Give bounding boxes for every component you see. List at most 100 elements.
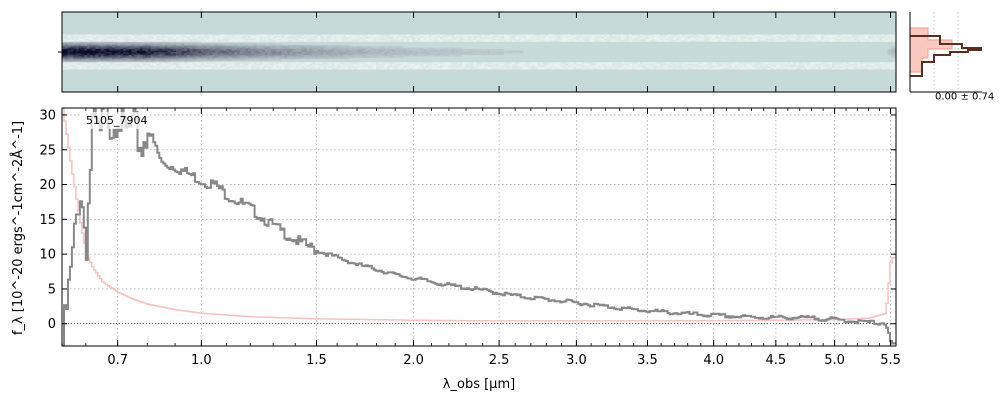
spectrum-2d-cell xyxy=(237,33,241,35)
spectrum-2d-cell xyxy=(317,34,321,37)
spectrum-2d-cell xyxy=(529,40,533,43)
spectrum-2d-cell xyxy=(81,60,85,63)
spectrum-2d-cell xyxy=(212,69,216,72)
spectrum-2d-cell xyxy=(479,47,483,50)
spectrum-2d-cell xyxy=(473,57,477,60)
spectrum-2d-cell xyxy=(515,47,519,50)
spectrum-2d-cell xyxy=(401,62,405,64)
spectrum-2d-cell xyxy=(409,65,413,67)
spectrum-2d-cell xyxy=(540,65,544,67)
spectrum-2d-cell xyxy=(117,68,121,70)
spectrum-2d-cell xyxy=(584,65,588,67)
spectrum-2d-cell xyxy=(256,34,260,37)
spectrum-2d-cell xyxy=(556,34,561,37)
spectrum-2d-cell xyxy=(245,44,249,47)
spectrum-2d-cell xyxy=(273,60,277,63)
spectrum-2d-cell xyxy=(467,49,472,51)
spectrum-2d-cell xyxy=(378,43,383,45)
spectrum-2d-cell xyxy=(551,52,555,54)
spectrum-2d-cell xyxy=(570,59,574,62)
spectrum-2d-cell xyxy=(348,50,352,53)
spectrum-2d-cell xyxy=(267,33,271,35)
spectrum-2d-cell xyxy=(303,43,308,45)
spectrum-2d-cell xyxy=(142,59,146,62)
spectrum-2d-cell xyxy=(145,53,149,56)
spectrum-2d-cell xyxy=(125,59,130,62)
spectrum-2d-cell xyxy=(501,52,505,54)
spectrum-2d-cell xyxy=(167,44,171,47)
spectrum-2d-cell xyxy=(312,63,316,66)
spectrum-2d-cell xyxy=(150,44,155,47)
spectrum-2d-cell xyxy=(142,69,146,72)
spectrum-2d-cell xyxy=(562,68,566,70)
spectrum-2d-cell xyxy=(95,60,99,63)
spectrum-2d-cell xyxy=(395,52,399,54)
spectrum-2d-cell xyxy=(137,69,141,72)
spectrum-2d-cell xyxy=(554,46,558,48)
spectrum-2d-cell xyxy=(328,46,333,48)
spectrum-2d-cell xyxy=(384,52,388,54)
spectrum-2d-cell xyxy=(328,35,333,38)
spectrum-2d-cell xyxy=(448,59,452,62)
spectrum-2d-cell xyxy=(590,56,594,59)
spectrum-2d-cell xyxy=(567,50,572,53)
spectrum-2d-cell xyxy=(576,38,580,41)
spectrum-2d-cell xyxy=(487,46,491,48)
spectrum-2d-cell xyxy=(237,63,241,66)
spectrum-2d-cell xyxy=(214,69,219,72)
spectrum-2d-cell xyxy=(320,60,324,63)
spectrum-2d-cell xyxy=(267,46,271,48)
spectrum-2d-cell xyxy=(195,57,199,60)
spectrum-2d-cell xyxy=(170,43,174,45)
spectrum-2d-cell xyxy=(551,33,555,35)
spectrum-2d-cell xyxy=(170,59,174,62)
spectrum-2d-cell xyxy=(303,52,308,54)
spectrum-2d-cell xyxy=(398,63,402,66)
spectrum-2d-cell xyxy=(170,37,174,40)
spectrum-2d-cell xyxy=(504,52,508,54)
spectrum-2d-cell xyxy=(434,47,438,50)
spectrum-2d-cell xyxy=(125,37,130,40)
spectrum-2d-cell xyxy=(384,40,388,43)
spectrum-2d-cell xyxy=(239,33,244,35)
spectrum-2d-cell xyxy=(590,44,594,47)
spectrum-2d-cell xyxy=(231,68,235,70)
spectrum-2d-cell xyxy=(431,52,435,54)
spectrum-2d-cell xyxy=(345,49,349,51)
spectrum-2d-cell xyxy=(314,54,319,57)
spectrum-2d-cell xyxy=(281,46,285,48)
spectrum-2d-cell xyxy=(245,54,249,57)
spectrum-2d-cell xyxy=(501,44,505,47)
spectrum-2d-cell xyxy=(506,52,510,54)
spectrum-2d-cell xyxy=(134,63,138,66)
spectrum-2d-cell xyxy=(125,43,130,45)
spectrum-2d-cell xyxy=(509,62,513,64)
spectrum-2d-cell xyxy=(298,46,302,48)
spectrum-2d-cell xyxy=(581,65,586,67)
spectrum-2d-cell xyxy=(426,44,430,47)
spectrum-2d-cell xyxy=(78,46,82,48)
spectrum-2d-cell xyxy=(534,60,538,63)
spectrum-2d-cell xyxy=(512,52,516,54)
spectrum-2d-cell xyxy=(384,35,388,38)
spectrum-2d-cell xyxy=(587,69,591,72)
spectrum-2d-cell xyxy=(64,65,68,67)
spectrum-2d-cell xyxy=(170,50,174,53)
spectrum-2d-cell xyxy=(470,47,474,50)
spectrum-2d-cell xyxy=(148,59,152,62)
spectrum-2d-cell xyxy=(150,33,155,35)
spectrum-2d-cell xyxy=(328,47,333,50)
spectrum-2d-cell xyxy=(78,52,82,54)
spectrum-2d-cell xyxy=(314,59,319,62)
spectrum-2d-cell xyxy=(150,50,155,53)
spectrum-2d-cell xyxy=(264,57,269,60)
spectrum-2d-cell xyxy=(264,68,269,70)
spectrum-2d-cell xyxy=(556,41,561,44)
spectrum-2d-cell xyxy=(239,63,244,66)
spectrum-2d-cell xyxy=(353,66,358,69)
spectrum-2d-cell xyxy=(409,33,413,35)
spectrum-2d-cell xyxy=(406,37,410,40)
spectrum-2d-cell xyxy=(440,49,444,51)
spectrum-2d-cell xyxy=(526,54,530,57)
spectrum-2d-cell xyxy=(92,44,96,47)
